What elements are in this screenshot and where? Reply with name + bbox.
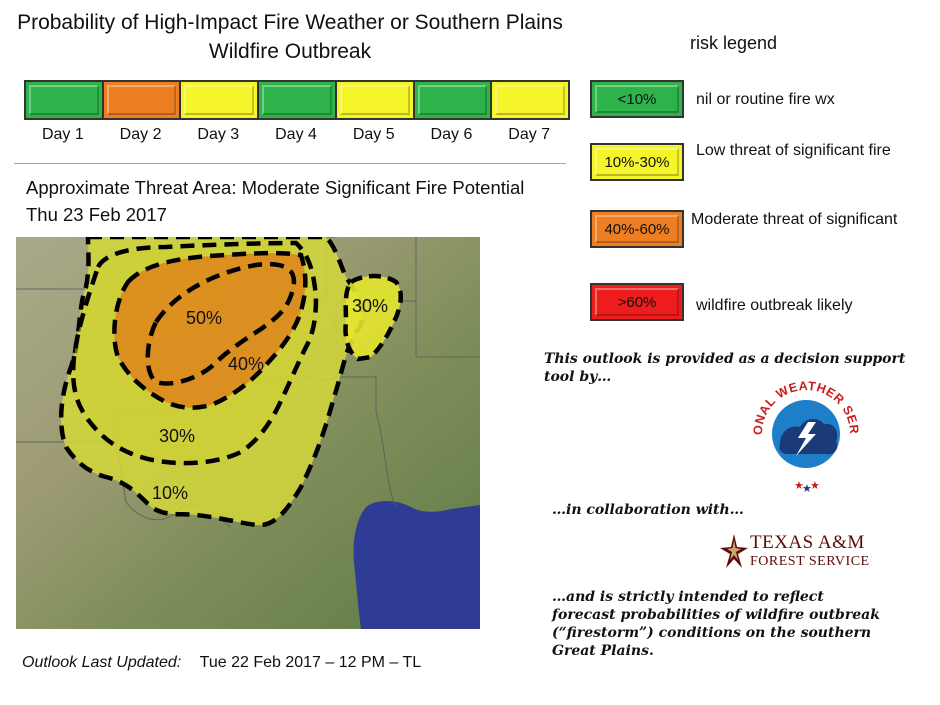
legend-swatch-text: <10% <box>617 90 657 108</box>
legend-row-red: >60% wildfire outbreak likely <box>590 283 930 323</box>
legend-swatch: <10% <box>590 80 684 118</box>
svg-text:★: ★ <box>794 480 804 492</box>
legend-swatch: >60% <box>590 283 684 321</box>
last-updated: Outlook Last Updated: Tue 22 Feb 2017 – … <box>22 654 421 672</box>
legend-swatch: 40%-60% <box>590 210 684 248</box>
provided-by-text: This outlook is provided as a decision s… <box>544 351 906 385</box>
svg-text:★: ★ <box>810 480 820 492</box>
day-label: Day 3 <box>197 126 240 143</box>
map-svg: 50% 40% 30% 10% 30% <box>16 237 480 629</box>
contour-label-10: 10% <box>152 483 188 503</box>
day-label: Day 1 <box>41 126 84 143</box>
legend-swatch: 10%-30% <box>590 143 684 181</box>
day-5-cell <box>334 80 415 120</box>
legend-desc: wildfire outbreak likely <box>696 297 853 314</box>
collab-text: …in collaboration with… <box>552 502 744 518</box>
risk-area-east <box>343 273 403 362</box>
contour-50 <box>145 262 297 386</box>
contour-40 <box>112 250 308 410</box>
tamu-name: TEXAS A&M <box>750 532 865 553</box>
last-updated-label: Outlook Last Updated: <box>22 654 182 671</box>
contour-label-40: 40% <box>228 354 264 374</box>
tamu-sub: FOREST SERVICE <box>750 554 870 569</box>
legend-desc: Moderate threat of significant <box>691 211 898 228</box>
day-3-cell <box>179 80 260 120</box>
day-risk-bar <box>24 80 571 120</box>
day-label: Day 2 <box>119 126 162 143</box>
legend-swatch-text: 40%-60% <box>604 220 670 238</box>
tamu-logo: TEXAS A&M FOREST SERVICE <box>720 532 890 572</box>
day-4-cell <box>257 80 337 120</box>
gulf-water <box>353 501 480 629</box>
day-labels: Day 1 Day 2 Day 3 Day 4 Day 5 Day 6 Day … <box>24 126 568 144</box>
page-title: Probability of High-Impact Fire Weather … <box>17 11 563 63</box>
legend-row-low: <10% nil or routine fire wx <box>590 80 930 120</box>
day-2-cell <box>101 80 182 120</box>
legend-row-orange: 40%-60% Moderate threat of significant <box>590 210 930 250</box>
intent-text: …and is strictly intended to reflect for… <box>552 589 880 659</box>
day-label: Day 5 <box>352 126 395 143</box>
legend-row-yellow: 10%-30% Low threat of significant fire <box>590 142 930 183</box>
day-label: Day 4 <box>275 126 317 143</box>
day-7-cell <box>490 80 571 120</box>
contour-label-east-30: 30% <box>352 296 388 316</box>
contour-label-50: 50% <box>186 308 222 328</box>
last-updated-value: Tue 22 Feb 2017 – 12 PM – TL <box>199 654 422 671</box>
legend-desc: nil or routine fire wx <box>696 91 835 108</box>
threat-area-title: Approximate Threat Area: Moderate Signif… <box>26 177 525 225</box>
star-icon <box>720 534 748 568</box>
day-6-cell <box>412 80 493 120</box>
contour-label-30: 30% <box>159 426 195 446</box>
nws-logo-icon: NATIONAL WEATHER SERVICE ★ ★ ★ <box>739 361 868 496</box>
threat-map: 50% 40% 30% 10% 30% <box>16 237 480 629</box>
nws-logo-svg: NATIONAL WEATHER SERVICE ★ ★ ★ <box>739 361 866 495</box>
legend-heading: risk legend <box>690 33 778 53</box>
legend-desc: Low threat of significant fire <box>696 142 891 159</box>
day-1-cell <box>24 80 104 120</box>
legend-swatch-text: 10%-30% <box>604 153 670 171</box>
day-label: Day 6 <box>430 126 473 143</box>
legend-swatch-text: >60% <box>617 293 657 311</box>
day-label: Day 7 <box>508 126 551 143</box>
svg-text:★: ★ <box>802 483 812 495</box>
divider <box>14 163 566 164</box>
